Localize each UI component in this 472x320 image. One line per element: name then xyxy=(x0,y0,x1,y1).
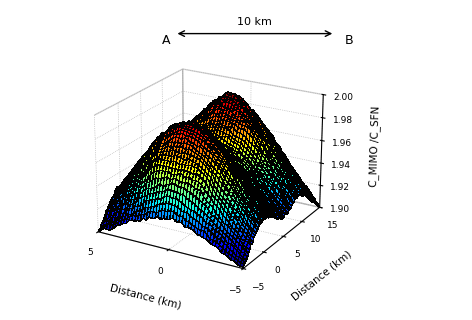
Y-axis label: Distance (km): Distance (km) xyxy=(290,249,353,302)
X-axis label: Distance (km): Distance (km) xyxy=(109,283,182,311)
Text: A: A xyxy=(161,34,170,46)
Text: 10 km: 10 km xyxy=(237,17,272,27)
Text: B: B xyxy=(345,34,353,46)
